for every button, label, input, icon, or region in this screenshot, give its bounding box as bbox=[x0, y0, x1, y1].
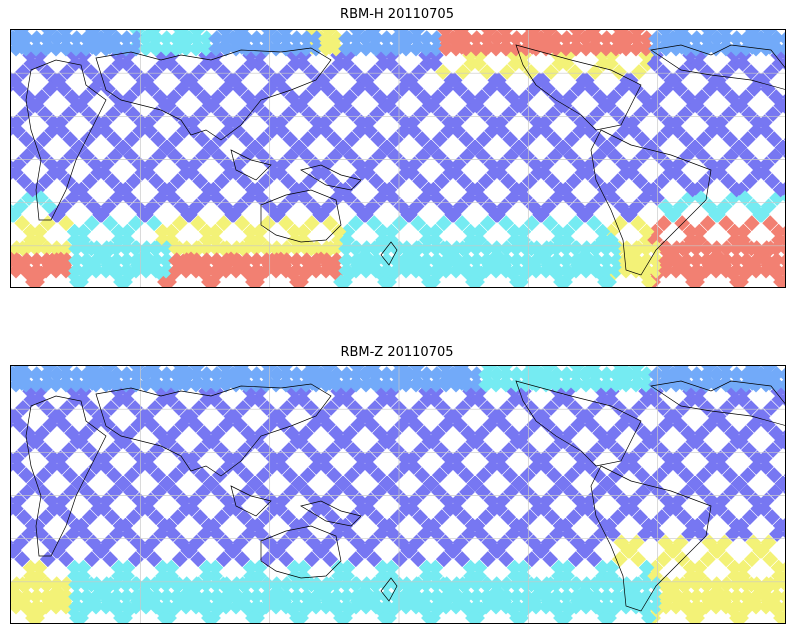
map-panel-rbm-h bbox=[10, 29, 786, 288]
rbm-h-coastline-1 bbox=[25, 59, 107, 221]
map-svg-rbm-h bbox=[11, 30, 785, 287]
rbm-h-coastline-6 bbox=[590, 129, 712, 276]
rbm-h-coastlines bbox=[25, 44, 785, 276]
rbm-h-coastline-5 bbox=[515, 44, 642, 131]
rbm-z-coastline-2 bbox=[95, 383, 332, 477]
rbm-z-coastline-8 bbox=[230, 485, 272, 517]
panel-title-rbm-z: RBM-Z 20110705 bbox=[340, 345, 454, 360]
rbm-z-coastline-6 bbox=[590, 465, 712, 612]
rbm-z-coastline-5 bbox=[515, 380, 642, 467]
map-svg-rbm-z bbox=[11, 366, 785, 623]
map-panel-rbm-z bbox=[10, 365, 786, 624]
rbm-z-swath-layer bbox=[11, 366, 785, 623]
rbm-h-coastline-4 bbox=[380, 241, 398, 266]
panel-title-rbm-h: RBM-H 20110705 bbox=[340, 7, 454, 22]
rbm-h-coastline-9 bbox=[300, 164, 362, 191]
rbm-z-gridlines bbox=[11, 366, 785, 623]
rbm-h-coastline-3 bbox=[260, 189, 342, 243]
rbm-h-swath-layer bbox=[11, 30, 785, 287]
rbm-z-coastline-9 bbox=[300, 500, 362, 527]
rbm-z-coastline-1 bbox=[25, 395, 107, 557]
rbm-z-coastline-7 bbox=[650, 380, 785, 426]
rbm-h-coastline-2 bbox=[95, 47, 332, 141]
rbm-h-coastline-7 bbox=[650, 44, 785, 90]
rbm-z-coastlines bbox=[25, 380, 785, 612]
rbm-h-coastline-8 bbox=[230, 149, 272, 181]
rbm-z-coastline-4 bbox=[380, 577, 398, 602]
rbm-h-gridlines bbox=[11, 30, 785, 287]
rbm-z-coastline-3 bbox=[260, 525, 342, 579]
